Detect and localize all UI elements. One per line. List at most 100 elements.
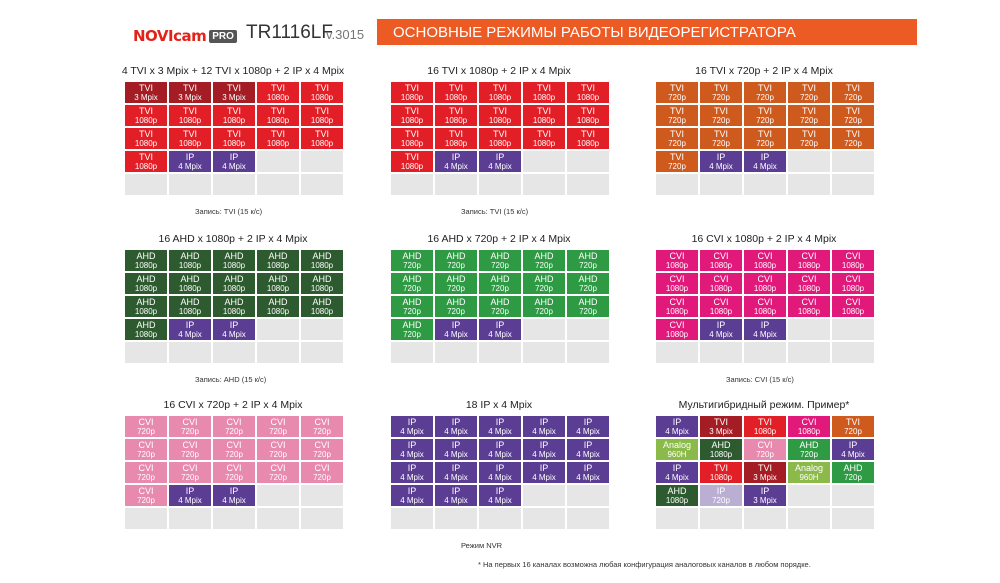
channel-resolution: 720p [447, 261, 465, 270]
channel-type: TVI [713, 83, 728, 93]
channel-type: TVI [314, 106, 329, 116]
channel-type: AHD [446, 274, 466, 284]
channel-resolution: 4 Mpix [178, 162, 202, 171]
channel-type: IP [451, 417, 461, 427]
channel-type: IP [451, 152, 461, 162]
empty-channel [523, 319, 565, 340]
channel-type: AHD [224, 274, 244, 284]
channel-cell: AHD 1080p [169, 273, 211, 294]
channel-resolution: 720p [756, 139, 774, 148]
channel-cell: TVI 720p [744, 128, 786, 149]
channel-grid: AHD 720p AHD 720p AHD 720p AHD 720p AHD 720p AHD 72… [391, 250, 609, 363]
channel-type: TVI [536, 129, 551, 139]
channel-resolution: 1080p [222, 116, 246, 125]
channel-resolution: 1080p [753, 427, 777, 436]
channel-cell: CVI 1080p [744, 273, 786, 294]
channel-type: AHD [534, 251, 554, 261]
channel-resolution: 720p [137, 427, 155, 436]
channel-type: IP [229, 320, 239, 330]
channel-type: CVI [270, 463, 286, 473]
channel-cell: AHD 720p [832, 462, 874, 483]
channel-resolution: 4 Mpix [444, 330, 468, 339]
channel-type: CVI [801, 251, 817, 261]
channel-resolution: 3 Mpix [753, 496, 777, 505]
empty-channel [832, 508, 874, 529]
channel-cell: CVI 720p [257, 462, 299, 483]
channel-cell: TVI 720p [788, 82, 830, 103]
channel-type: AHD [402, 297, 422, 307]
channel-cell: AHD 720p [479, 250, 521, 271]
channel-cell: IP 4 Mpix [435, 151, 477, 172]
channel-resolution: 720p [225, 450, 243, 459]
channel-cell: AHD 1080p [169, 250, 211, 271]
panel-caption: Запись: CVI (15 к/с) [726, 375, 794, 384]
channel-type: AHD [224, 251, 244, 261]
panel-title: 16 CVI x 1080p + 2 IP x 4 Mpix [691, 233, 837, 245]
empty-channel [700, 508, 742, 529]
empty-channel [169, 174, 211, 195]
channel-type: AHD [843, 463, 863, 473]
channel-resolution: 4 Mpix [400, 496, 424, 505]
channel-cell: CVI 1080p [656, 296, 698, 317]
channel-resolution: 720p [269, 450, 287, 459]
empty-channel [391, 342, 433, 363]
channel-resolution: 720p [844, 473, 862, 482]
panel-caption: Запись: TVI (15 к/с) [195, 207, 263, 216]
channel-type: IP [539, 417, 549, 427]
channel-type: IP [229, 486, 239, 496]
channel-resolution: 1080p [134, 307, 158, 316]
empty-channel [257, 508, 299, 529]
channel-grid: IP 4 Mpix TVI 3 Mpix TVI 1080p CVI 1080p TVI 720p… [656, 416, 874, 529]
channel-resolution: 4 Mpix [753, 330, 777, 339]
channel-resolution: 960H [667, 450, 687, 459]
channel-cell: CVI 720p [213, 416, 255, 437]
channel-type: TVI [138, 106, 153, 116]
channel-resolution: 1080p [753, 307, 777, 316]
empty-channel [213, 342, 255, 363]
channel-type: TVI [182, 129, 197, 139]
channel-resolution: 1080p [488, 139, 512, 148]
channel-cell: TVI 1080p [391, 82, 433, 103]
channel-resolution: 720p [844, 116, 862, 125]
panel-title: 4 TVI x 3 Mpix + 12 TVI x 1080p + 2 IP x… [121, 65, 345, 77]
channel-cell: TVI 3 Mpix [169, 82, 211, 103]
channel-cell: IP 3 Mpix [744, 485, 786, 506]
empty-channel [301, 508, 343, 529]
channel-resolution: 3 Mpix [134, 93, 158, 102]
channel-type: TVI [226, 106, 241, 116]
empty-channel [257, 151, 299, 172]
channel-resolution: 3 Mpix [753, 473, 777, 482]
channel-type: TVI [580, 83, 595, 93]
channel-resolution: 1080p [665, 284, 689, 293]
logo-text: NOVIcam [133, 27, 207, 45]
channel-cell: AHD 1080p [213, 273, 255, 294]
channel-type: AHD [136, 251, 156, 261]
channel-resolution: 1080p [266, 284, 290, 293]
empty-channel [832, 151, 874, 172]
empty-channel [788, 508, 830, 529]
channel-resolution: 720p [535, 261, 553, 270]
empty-channel [257, 485, 299, 506]
channel-type: CVI [801, 297, 817, 307]
channel-type: TVI [757, 463, 772, 473]
channel-type: CVI [757, 251, 773, 261]
channel-cell: CVI 720p [301, 462, 343, 483]
channel-cell: TVI 1080p [301, 82, 343, 103]
channel-resolution: 1080p [576, 93, 600, 102]
empty-channel [744, 508, 786, 529]
channel-resolution: 1080p [178, 261, 202, 270]
empty-channel [523, 342, 565, 363]
channel-resolution: 1080p [178, 284, 202, 293]
channel-resolution: 4 Mpix [532, 450, 556, 459]
empty-channel [832, 342, 874, 363]
channel-cell: AHD 1080p [257, 273, 299, 294]
channel-resolution: 720p [844, 427, 862, 436]
channel-type: CVI [314, 440, 330, 450]
channel-cell: AHD 720p [567, 250, 609, 271]
channel-type: TVI [757, 129, 772, 139]
channel-resolution: 4 Mpix [665, 427, 689, 436]
empty-channel [257, 342, 299, 363]
channel-cell: AHD 720p [435, 296, 477, 317]
channel-cell: IP 4 Mpix [391, 416, 433, 437]
channel-cell: TVI 1080p [169, 105, 211, 126]
